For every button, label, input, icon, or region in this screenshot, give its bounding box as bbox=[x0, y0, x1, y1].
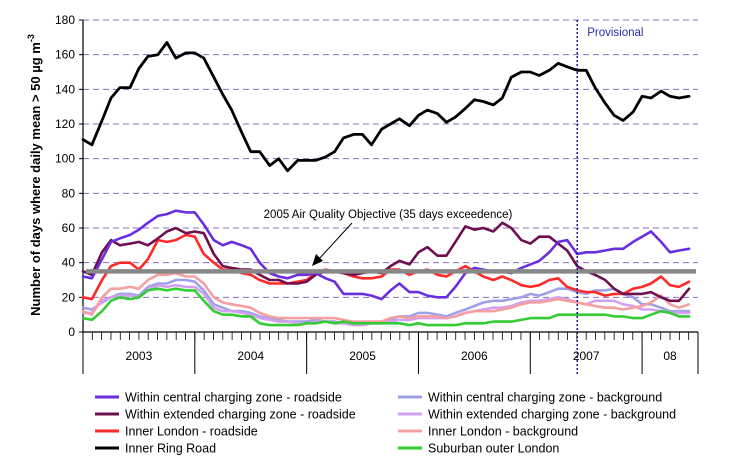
y-tick-label-100: 100 bbox=[55, 152, 75, 166]
objective-label: 2005 Air Quality Objective (35 days exce… bbox=[264, 209, 513, 221]
legend-label-2: Within extended charging zone - roadside bbox=[125, 408, 356, 422]
y-tick-label-60: 60 bbox=[62, 221, 76, 235]
legend-label-5: Within central charging zone - backgroun… bbox=[428, 391, 662, 405]
y-tick-label-160: 160 bbox=[55, 48, 75, 62]
series-line-4 bbox=[81, 41, 691, 173]
x-year-label-2003: 2003 bbox=[126, 349, 153, 363]
legend-label-7: Inner London - background bbox=[428, 425, 578, 439]
objective-line-group: 2005 Air Quality Objective (35 days exce… bbox=[86, 209, 696, 274]
legend: Within central charging zone - roadside W… bbox=[95, 391, 676, 456]
y-tick-label-20: 20 bbox=[62, 290, 76, 304]
y-tick-label-180: 180 bbox=[55, 13, 75, 27]
y-tick-label-80: 80 bbox=[62, 186, 76, 200]
x-year-label-2006: 2006 bbox=[461, 349, 488, 363]
provisional-label: Provisional bbox=[587, 27, 643, 39]
x-year-label-2004: 2004 bbox=[237, 349, 264, 363]
series-line-7 bbox=[81, 271, 691, 323]
y-tick-label-0: 0 bbox=[68, 325, 75, 339]
legend-label-6: Within extended charging zone - backgrou… bbox=[428, 408, 676, 422]
gridlines bbox=[83, 19, 698, 298]
y-tick-label-40: 40 bbox=[62, 256, 76, 270]
y-axis-label: Number of days where daily mean > 50 µg … bbox=[26, 34, 43, 316]
series-line-8 bbox=[81, 287, 691, 327]
y-tick-label-140: 140 bbox=[55, 82, 75, 96]
x-year-label-2005: 2005 bbox=[349, 349, 376, 363]
objective-arrow-head bbox=[312, 254, 323, 266]
y-axis: 0 20 40 60 80 100 120 140 160 180 bbox=[55, 13, 84, 339]
provisional-marker-group: Provisional bbox=[576, 20, 643, 374]
x-year-label-2007: 2007 bbox=[573, 349, 600, 363]
legend-label-4: Inner Ring Road bbox=[125, 442, 216, 456]
x-axis: 2003 2004 2005 2006 2007 08 bbox=[82, 331, 699, 374]
y-tick-label-120: 120 bbox=[55, 117, 75, 131]
legend-label-1: Within central charging zone - roadside bbox=[125, 391, 342, 405]
x-year-label-08: 08 bbox=[663, 349, 677, 363]
y-axis-label-main: Number of days where daily mean > 50 µg … bbox=[28, 42, 43, 316]
legend-label-8: Suburban outer London bbox=[428, 442, 559, 456]
legend-label-3: Inner London - roadside bbox=[125, 425, 258, 439]
objective-arrow-shaft bbox=[317, 222, 353, 261]
series-lines bbox=[81, 41, 691, 327]
y-axis-label-superscript: -3 bbox=[26, 34, 36, 42]
series-line-1 bbox=[81, 209, 691, 301]
